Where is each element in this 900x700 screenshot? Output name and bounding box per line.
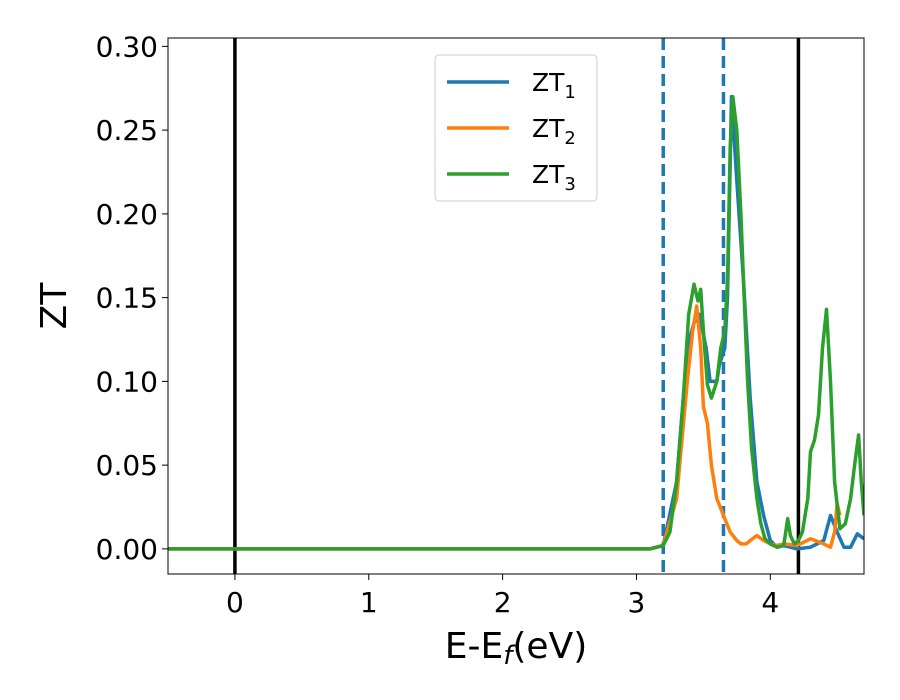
y-tick-label: 0.00 <box>96 533 158 566</box>
plot-area-frame <box>167 37 865 575</box>
x-tick-label: 0 <box>226 586 244 619</box>
x-axis-label: E-Ef(eV) <box>445 626 588 671</box>
legend: ZT1 ZT2 ZT3 <box>434 54 598 202</box>
y-tick-label: 0.10 <box>96 365 158 398</box>
series-lines <box>168 94 864 551</box>
legend-label-zt2: ZT2 <box>532 114 576 149</box>
series-line-zt2 <box>168 304 842 551</box>
y-tick-label: 0.05 <box>96 449 158 482</box>
x-axis-ticks: 0 1 2 3 4 <box>226 574 779 619</box>
legend-label-zt3: ZT3 <box>532 160 576 195</box>
y-tick-label: 0.15 <box>96 282 158 315</box>
y-tick-label: 0.30 <box>96 30 158 63</box>
x-tick-label: 2 <box>494 586 512 619</box>
series-line-zt3 <box>168 94 864 551</box>
x-tick-label: 4 <box>761 586 779 619</box>
x-tick-label: 1 <box>360 586 378 619</box>
x-tick-label: 3 <box>628 586 646 619</box>
y-axis-label: ZT <box>34 282 75 330</box>
vertical-marker-lines <box>233 38 801 574</box>
y-tick-label: 0.20 <box>96 198 158 231</box>
legend-label-zt1: ZT1 <box>532 68 576 103</box>
y-axis-ticks: 0.00 0.05 0.10 0.15 0.20 0.25 0.30 <box>96 30 168 566</box>
legend-box <box>434 54 598 202</box>
y-tick-label: 0.25 <box>96 114 158 147</box>
